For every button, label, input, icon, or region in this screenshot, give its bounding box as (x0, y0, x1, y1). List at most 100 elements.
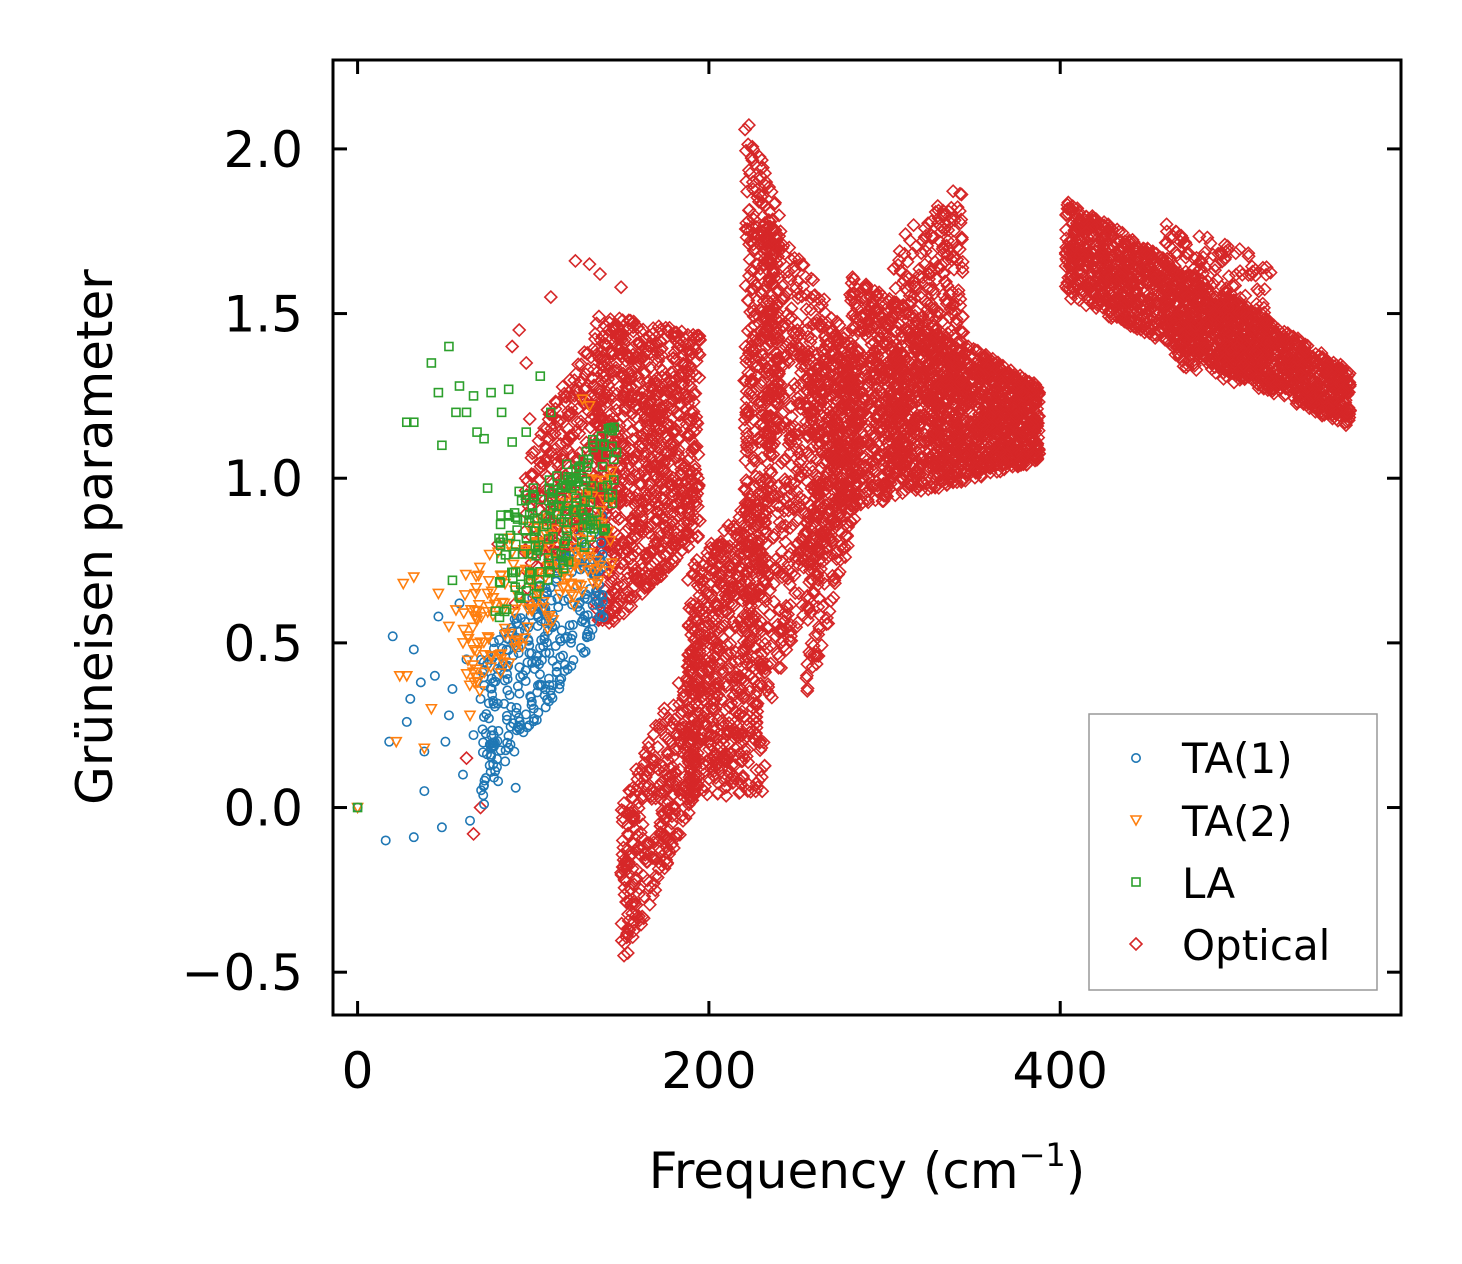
point-optical (753, 261, 768, 276)
point-optical (773, 660, 789, 676)
point-optical (779, 598, 794, 613)
point-optical (748, 469, 764, 484)
point-optical (642, 459, 658, 474)
point-optical (636, 495, 652, 510)
point-optical (708, 702, 723, 717)
point-optical (807, 370, 823, 386)
point-optical (794, 359, 809, 374)
point-optical (749, 533, 764, 549)
point-optical (712, 655, 727, 670)
point-optical (630, 388, 645, 403)
point-optical (833, 454, 848, 469)
point-optical (804, 554, 819, 569)
point-optical (956, 355, 972, 370)
point-optical (759, 536, 774, 551)
point-optical (794, 289, 810, 304)
point-optical (758, 573, 773, 588)
point-optical (804, 412, 820, 428)
point-optical (591, 405, 606, 420)
point-optical (830, 544, 845, 559)
point-optical (747, 318, 762, 333)
point-optical (860, 330, 875, 345)
point-optical (630, 486, 645, 502)
point-optical (735, 619, 750, 635)
point-optical (840, 538, 855, 553)
point-optical (741, 163, 757, 178)
point-optical (684, 345, 700, 360)
point-optical (830, 370, 845, 386)
point-optical (813, 359, 828, 374)
point-optical (611, 460, 626, 476)
point-optical (803, 450, 818, 465)
point-optical (638, 398, 654, 413)
point-optical (710, 635, 725, 651)
point-optical (684, 413, 699, 428)
point-optical (811, 627, 826, 642)
point-optical (639, 354, 655, 369)
point-optical (771, 396, 786, 411)
point-optical (641, 735, 656, 750)
point-optical (704, 759, 719, 774)
point-optical (775, 279, 790, 294)
point-optical (597, 354, 612, 369)
point-optical (598, 374, 614, 389)
point-optical (803, 302, 819, 317)
point-optical (634, 441, 649, 456)
point-optical (802, 497, 818, 513)
point-optical (706, 696, 721, 712)
point-optical (650, 387, 666, 402)
point-optical (817, 416, 832, 431)
point-optical (767, 300, 783, 316)
point-optical (740, 634, 755, 650)
point-optical (966, 341, 981, 357)
point-optical (849, 488, 864, 503)
point-optical (800, 538, 815, 554)
point-optical (758, 503, 773, 518)
point-optical (787, 419, 802, 434)
point-optical (628, 358, 643, 373)
point-optical (561, 421, 576, 437)
point-optical (685, 675, 700, 691)
point-optical (591, 309, 607, 324)
point-optical (607, 535, 622, 550)
point-optical (680, 427, 696, 442)
point-optical (653, 508, 668, 523)
point-optical (799, 302, 814, 317)
point-optical (627, 589, 643, 604)
point-optical (617, 385, 632, 400)
point-optical (737, 122, 753, 137)
point-optical (687, 462, 703, 477)
point-optical (643, 880, 658, 895)
point-optical (628, 870, 644, 886)
point-optical (807, 646, 822, 662)
point-optical (625, 547, 640, 563)
point-optical (622, 488, 637, 503)
point-optical (799, 396, 814, 411)
point-optical (665, 473, 680, 488)
point-optical (651, 377, 667, 392)
point-optical (832, 564, 847, 580)
point-optical (686, 440, 701, 456)
point-optical (657, 827, 672, 842)
point-optical (644, 441, 659, 456)
point-optical (756, 209, 771, 224)
point-optical (829, 393, 844, 408)
point-optical (652, 549, 667, 564)
point-optical (662, 454, 677, 470)
point-optical (703, 638, 718, 653)
point-optical (830, 402, 846, 417)
point-optical (612, 331, 628, 346)
point-optical (658, 452, 673, 468)
point-optical (720, 678, 735, 693)
point-optical (683, 596, 699, 611)
point-optical (847, 286, 862, 301)
point-optical (817, 576, 832, 591)
point-optical (741, 268, 757, 284)
point-optical (833, 538, 849, 553)
point-optical (616, 948, 632, 963)
point-optical (665, 768, 680, 783)
point-optical (698, 618, 713, 634)
point-optical (595, 329, 610, 344)
point-optical (758, 661, 773, 676)
point-optical (573, 375, 588, 390)
